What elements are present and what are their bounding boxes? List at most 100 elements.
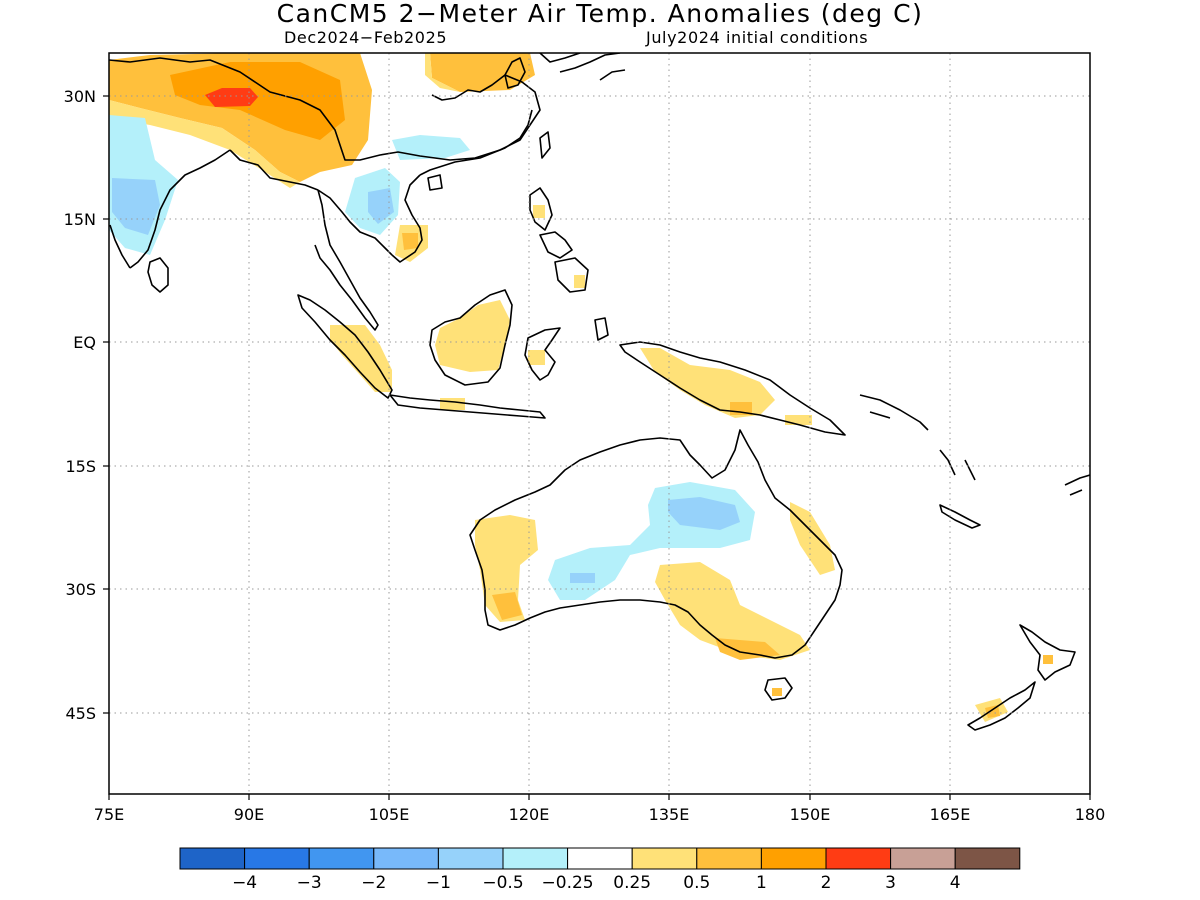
coast-australia <box>469 429 843 659</box>
coast-tasmania <box>764 677 793 701</box>
anomaly-fields <box>109 53 1053 722</box>
colorbar-swatch <box>567 847 633 870</box>
coast-thailand-gulf <box>317 189 393 256</box>
coast-sri-lanka <box>147 257 169 293</box>
lat-label: EQ <box>73 333 96 352</box>
map-subtitle-initial-conditions: July2024 initial conditions <box>646 28 869 47</box>
coast-japan <box>539 53 626 81</box>
coast-burma <box>229 149 319 191</box>
colorbar-label: −0.5 <box>482 873 523 893</box>
map-frame <box>108 52 1091 795</box>
coast-new-guinea <box>619 341 846 436</box>
colorbar-label: −1 <box>426 873 451 893</box>
coast-hainan <box>427 174 443 191</box>
lon-label: 105E <box>369 805 410 824</box>
anomaly-borneo-warm <box>435 300 510 372</box>
coast-java <box>389 394 546 419</box>
colorbar-label: 3 <box>885 873 896 893</box>
anomaly-nechina-warm <box>430 53 535 92</box>
lon-label: 180 <box>1075 805 1106 824</box>
anomaly-tibet-light <box>109 100 300 188</box>
coast-korea <box>504 57 526 89</box>
anomaly-philippines-warm <box>533 205 545 218</box>
map-title: CanCM5 2−Meter Air Temp. Anomalies (deg … <box>276 0 924 28</box>
colorbar-swatch <box>825 847 892 870</box>
anomaly-sumatra-warm <box>330 325 392 392</box>
anomaly-south-china-cool <box>392 135 470 160</box>
anomaly-india-cool-inner <box>112 178 160 235</box>
coast-new-caledonia <box>939 504 981 529</box>
coast-philippines-mindanao <box>554 257 589 293</box>
anomaly-new-zealand-south-warm2 <box>985 705 1000 718</box>
colorbar-swatch <box>502 847 569 870</box>
anomaly-java-warm <box>440 398 465 410</box>
coast-borneo <box>429 289 513 386</box>
coast-vanuatu <box>939 449 976 481</box>
lon-label: 150E <box>790 805 831 824</box>
anomaly-central-australia-cool-small <box>570 573 595 583</box>
lat-label: 15N <box>64 210 96 229</box>
colorbar-swatch <box>179 847 246 870</box>
colorbar-label: 4 <box>950 873 961 893</box>
anomaly-nechina-light <box>425 53 460 92</box>
anomaly-mindanao-warm <box>574 275 585 288</box>
axis-ticks <box>103 95 1091 800</box>
lat-label: 45S <box>65 704 96 723</box>
anomaly-new-guinea-warm <box>640 348 775 418</box>
map-subtitle-period: Dec2024−Feb2025 <box>284 28 448 47</box>
colorbar-label: 2 <box>821 873 832 893</box>
coast-fiji <box>1064 474 1090 496</box>
lon-label: 165E <box>930 805 971 824</box>
lon-label: 135E <box>649 805 690 824</box>
colorbar <box>179 847 1021 870</box>
colorbar-swatch <box>954 847 1021 870</box>
anomaly-tibet-hot <box>205 88 258 107</box>
colorbar-label: −0.25 <box>542 873 594 893</box>
colorbar-label: −3 <box>297 873 322 893</box>
latitude-labels: 30N 15N EQ 15S 30S 45S <box>64 87 96 723</box>
lon-label: 120E <box>509 805 550 824</box>
coastlines <box>109 53 1090 731</box>
coast-india-west <box>109 224 131 269</box>
anomaly-se-australia-warm2 <box>715 638 780 660</box>
coast-solomons <box>859 394 929 431</box>
coast-china-south <box>419 109 533 176</box>
gridlines <box>109 53 1090 794</box>
coast-philippines-visayas <box>539 231 573 259</box>
anomaly-png-east-warm <box>785 415 812 425</box>
coast-malay-peninsula <box>314 189 379 331</box>
colorbar-swatch <box>308 847 375 870</box>
coast-india-east <box>129 149 231 269</box>
coast-new-zealand-south <box>967 681 1036 731</box>
coast-halmahera <box>594 317 609 341</box>
colorbar-label: 0.25 <box>613 873 651 893</box>
coast-new-zealand-north <box>1019 624 1076 681</box>
coast-asia-mainland <box>109 57 541 161</box>
coast-vietnam <box>391 174 423 263</box>
lat-label: 15S <box>65 457 96 476</box>
lat-label: 30S <box>65 580 96 599</box>
anomaly-indochina-cool-inner <box>368 188 394 224</box>
colorbar-labels: −4 −3 −2 −1 −0.5 −0.25 0.25 0.5 1 2 3 4 <box>232 873 961 893</box>
anomaly-west-australia-warm2 <box>492 592 522 620</box>
colorbar-swatch <box>244 847 310 870</box>
coast-sulawesi <box>524 327 561 381</box>
longitude-labels: 75E 90E 105E 120E 135E 150E 165E 180 <box>94 805 1106 824</box>
colorbar-label: 1 <box>756 873 767 893</box>
anomaly-tibet-darker <box>170 62 345 140</box>
coast-philippines-luzon <box>529 187 553 231</box>
lon-label: 90E <box>234 805 264 824</box>
colorbar-swatch <box>437 847 504 870</box>
anomaly-vietnam-warm2 <box>402 233 418 250</box>
anomaly-east-australia-warm <box>790 502 835 575</box>
anomaly-central-australia-cool-inner <box>668 497 740 530</box>
colorbar-swatch <box>760 847 827 870</box>
anomaly-se-australia-warm <box>655 562 810 660</box>
colorbar-swatch <box>373 847 439 870</box>
anomaly-tasmania-warm <box>772 688 782 696</box>
colorbar-label: −2 <box>361 873 386 893</box>
coast-taiwan <box>539 131 551 159</box>
anomaly-new-zealand-north-warm <box>1043 655 1053 664</box>
colorbar-label: −4 <box>232 873 257 893</box>
